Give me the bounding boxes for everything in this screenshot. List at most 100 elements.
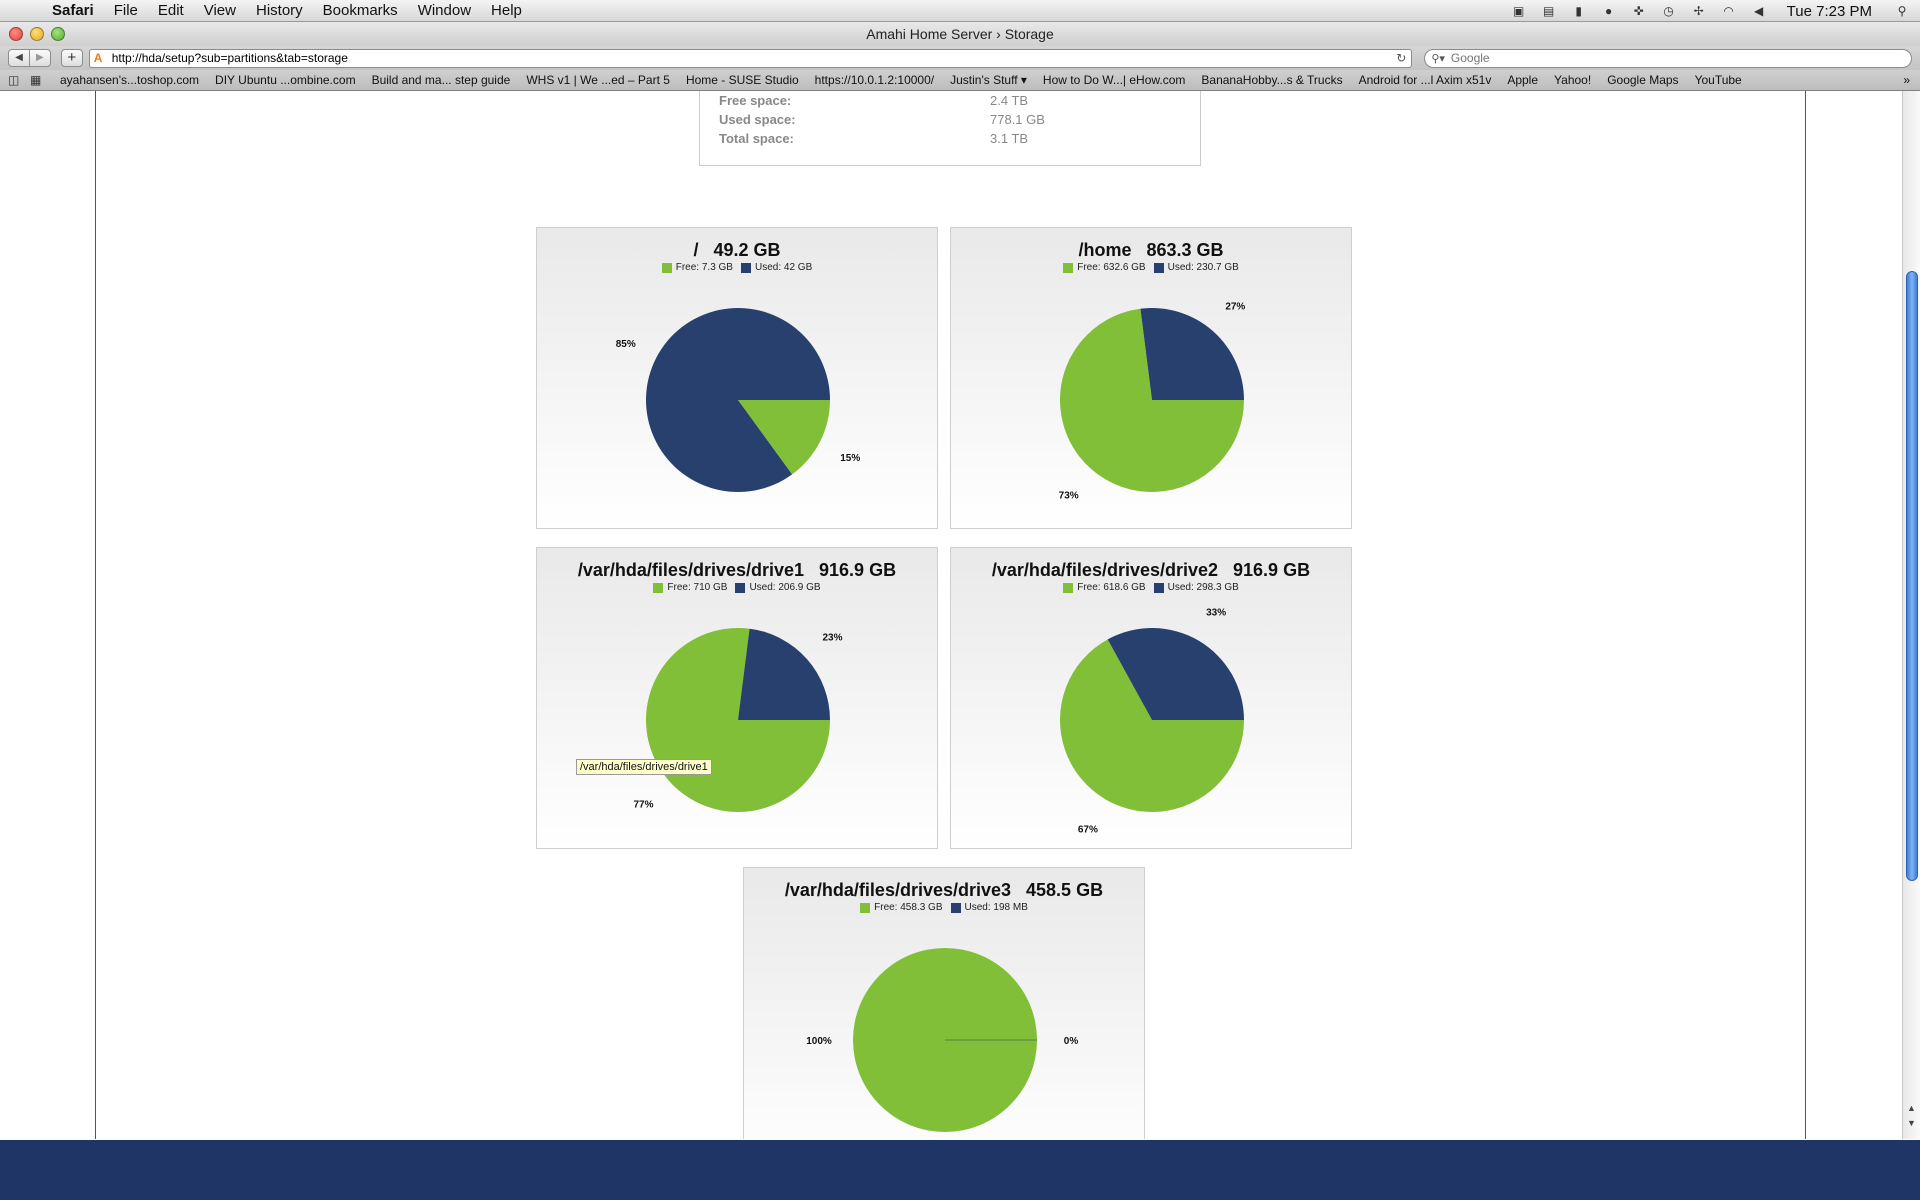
legend-label: Free: 7.3 GB (675, 262, 733, 273)
menu-clock[interactable]: Tue 7:23 PM (1786, 2, 1872, 20)
browser-toolbar: ◀ ▶ + A http://hda/setup?sub=partitions&… (0, 46, 1920, 70)
pie-percent-label: 23% (823, 633, 843, 644)
back-button[interactable]: ◀ (8, 49, 30, 67)
menu-view[interactable]: View (203, 1, 236, 19)
chart-legend: Free: 7.3 GB Used: 42 GB (537, 262, 937, 273)
free-space-label: Free space: (719, 93, 792, 108)
slice-tooltip: /var/hda/files/drives/drive1 (576, 759, 712, 775)
menu-bookmarks[interactable]: Bookmarks (322, 1, 398, 19)
scrollbar-thumb[interactable] (1906, 271, 1918, 881)
pie-percent-label: 85% (616, 339, 636, 350)
legend-free[interactable]: Free: 458.3 GB (860, 902, 943, 913)
bookmark-item[interactable]: BananaHobby...s & Trucks (1201, 73, 1343, 87)
reading-list-icon[interactable]: ◫ (8, 73, 20, 87)
legend-used[interactable]: Used: 230.7 GB (1153, 262, 1239, 273)
pie-slice-used[interactable] (1107, 628, 1244, 720)
window-title: Amahi Home Server › Storage (866, 26, 1054, 42)
close-window-button[interactable] (9, 27, 23, 41)
legend-swatch (860, 902, 871, 913)
legend-swatch (740, 262, 751, 273)
phone-icon[interactable]: ▮ (1575, 4, 1582, 18)
bluetooth-icon[interactable]: ✢ (1693, 4, 1704, 18)
legend-label: Used: 298.3 GB (1167, 582, 1239, 593)
bookmark-item[interactable]: Build and ma... step guide (371, 73, 511, 87)
menu-file[interactable]: File (113, 1, 138, 19)
menu-history[interactable]: History (255, 1, 303, 19)
chart-legend: Free: 618.6 GB Used: 298.3 GB (951, 582, 1351, 593)
pie-chart-svg: 15% 85% (616, 307, 860, 492)
legend-used[interactable]: Used: 42 GB (740, 262, 813, 273)
pie-slice-free[interactable] (1060, 639, 1244, 812)
bookmarks-overflow-icon[interactable]: » (1903, 73, 1910, 87)
bookmark-item[interactable]: Google Maps (1607, 73, 1679, 87)
pie-slice-used[interactable] (1140, 308, 1244, 400)
address-text[interactable]: http://hda/setup?sub=partitions&tab=stor… (111, 51, 348, 65)
partition-chart-root: / 49.2 GB Free: 7.3 GB Used: 42 GB 15% 85% (536, 227, 938, 529)
forward-button[interactable]: ▶ (28, 49, 51, 67)
spotlight-search-icon[interactable]: ⚲ (1897, 4, 1907, 18)
pie-chart-svg: 77% 23% (633, 628, 843, 812)
scroll-up-arrow-icon[interactable]: ▲ (1907, 1103, 1916, 1113)
chart-legend: Free: 458.3 GB Used: 198 MB (744, 902, 1144, 913)
volume-icon[interactable]: ◀ (1754, 4, 1764, 18)
pie-slice-free[interactable] (738, 400, 830, 475)
storage-summary: Free space: 2.4 TB Used space: 778.1 GB … (699, 91, 1201, 166)
bookmark-item[interactable]: Apple (1507, 73, 1539, 87)
legend-label: Free: 632.6 GB (1077, 262, 1146, 273)
legend-label: Used: 230.7 GB (1167, 262, 1239, 273)
search-field[interactable]: ⚲▾ (1424, 48, 1912, 68)
pie-slice-used[interactable] (646, 307, 830, 492)
reload-icon[interactable]: ↻ (1396, 51, 1407, 65)
legend-used[interactable]: Used: 206.9 GB (735, 582, 821, 593)
bookmark-item[interactable]: Android for ...l Axim x51v (1358, 73, 1492, 87)
minimize-window-button[interactable] (30, 27, 44, 41)
chart-title: /var/hda/files/drives/drive2 916.9 GB (991, 560, 1311, 580)
pie-chart-svg: 67% 33% (1060, 608, 1244, 835)
pie-percent-label: 15% (840, 453, 860, 464)
wifi-icon[interactable]: ◠ (1723, 4, 1734, 18)
menu-window[interactable]: Window (417, 1, 472, 19)
address-bar[interactable]: A http://hda/setup?sub=partitions&tab=st… (88, 48, 1413, 68)
time-machine-icon[interactable]: ◷ (1663, 4, 1674, 18)
bookmark-item[interactable]: DIY Ubuntu ...ombine.com (215, 73, 356, 87)
amahi-favicon-icon: A (93, 51, 103, 65)
bookmark-item[interactable]: How to Do W...| eHow.com (1042, 73, 1186, 87)
legend-free[interactable]: Free: 632.6 GB (1063, 262, 1146, 273)
bookmark-item[interactable]: Home - SUSE Studio (685, 73, 799, 87)
pie-slice-free[interactable] (1060, 308, 1244, 492)
dropbox-icon[interactable]: ▣ (1513, 4, 1525, 18)
bookmark-folder[interactable]: Justin's Stuff ▾ (950, 73, 1027, 87)
calendar-icon[interactable]: ▤ (1543, 4, 1555, 18)
bookmark-item[interactable]: WHS v1 | We ...ed – Part 5 (526, 73, 670, 87)
menu-edit[interactable]: Edit (157, 1, 184, 19)
bookmark-item[interactable]: YouTube (1694, 73, 1742, 87)
vertical-scrollbar[interactable]: ▲ ▼ (1902, 91, 1920, 1139)
tool-icon[interactable]: ✜ (1633, 4, 1644, 18)
legend-used[interactable]: Used: 298.3 GB (1153, 582, 1239, 593)
bookmark-item[interactable]: ayahansen's...toshop.com (60, 73, 200, 87)
bookmark-item[interactable]: Yahoo! (1554, 73, 1592, 87)
legend-free[interactable]: Free: 710 GB (653, 582, 727, 593)
top-sites-icon[interactable]: ▦ (30, 73, 42, 87)
legend-swatch (661, 262, 672, 273)
chart-title: /var/hda/files/drives/drive1 916.9 GB (577, 560, 897, 580)
page-content: Free space: 2.4 TB Used space: 778.1 GB … (0, 91, 1902, 1139)
legend-free[interactable]: Free: 7.3 GB (661, 262, 733, 273)
search-input[interactable] (1450, 51, 1905, 65)
bookmark-item[interactable]: https://10.0.1.2:10000/ (814, 73, 935, 87)
zoom-window-button[interactable] (51, 27, 65, 41)
menu-help[interactable]: Help (491, 1, 522, 19)
legend-swatch (735, 582, 746, 593)
scroll-down-arrow-icon[interactable]: ▼ (1907, 1118, 1916, 1128)
chart-legend: Free: 710 GB Used: 206.9 GB (537, 582, 937, 593)
legend-label: Used: 42 GB (754, 262, 813, 273)
pie-percent-label: 33% (1206, 608, 1226, 619)
stopwatch-icon[interactable]: ● (1605, 4, 1613, 18)
pie-slice-used[interactable] (738, 628, 830, 720)
legend-label: Free: 618.6 GB (1077, 582, 1146, 593)
add-bookmark-button[interactable]: + (60, 49, 83, 67)
legend-used[interactable]: Used: 198 MB (950, 902, 1028, 913)
menu-app-safari[interactable]: Safari (52, 1, 94, 19)
partition-chart-home: /home 863.3 GB Free: 632.6 GB Used: 230.7 … (950, 227, 1352, 529)
legend-free[interactable]: Free: 618.6 GB (1063, 582, 1146, 593)
